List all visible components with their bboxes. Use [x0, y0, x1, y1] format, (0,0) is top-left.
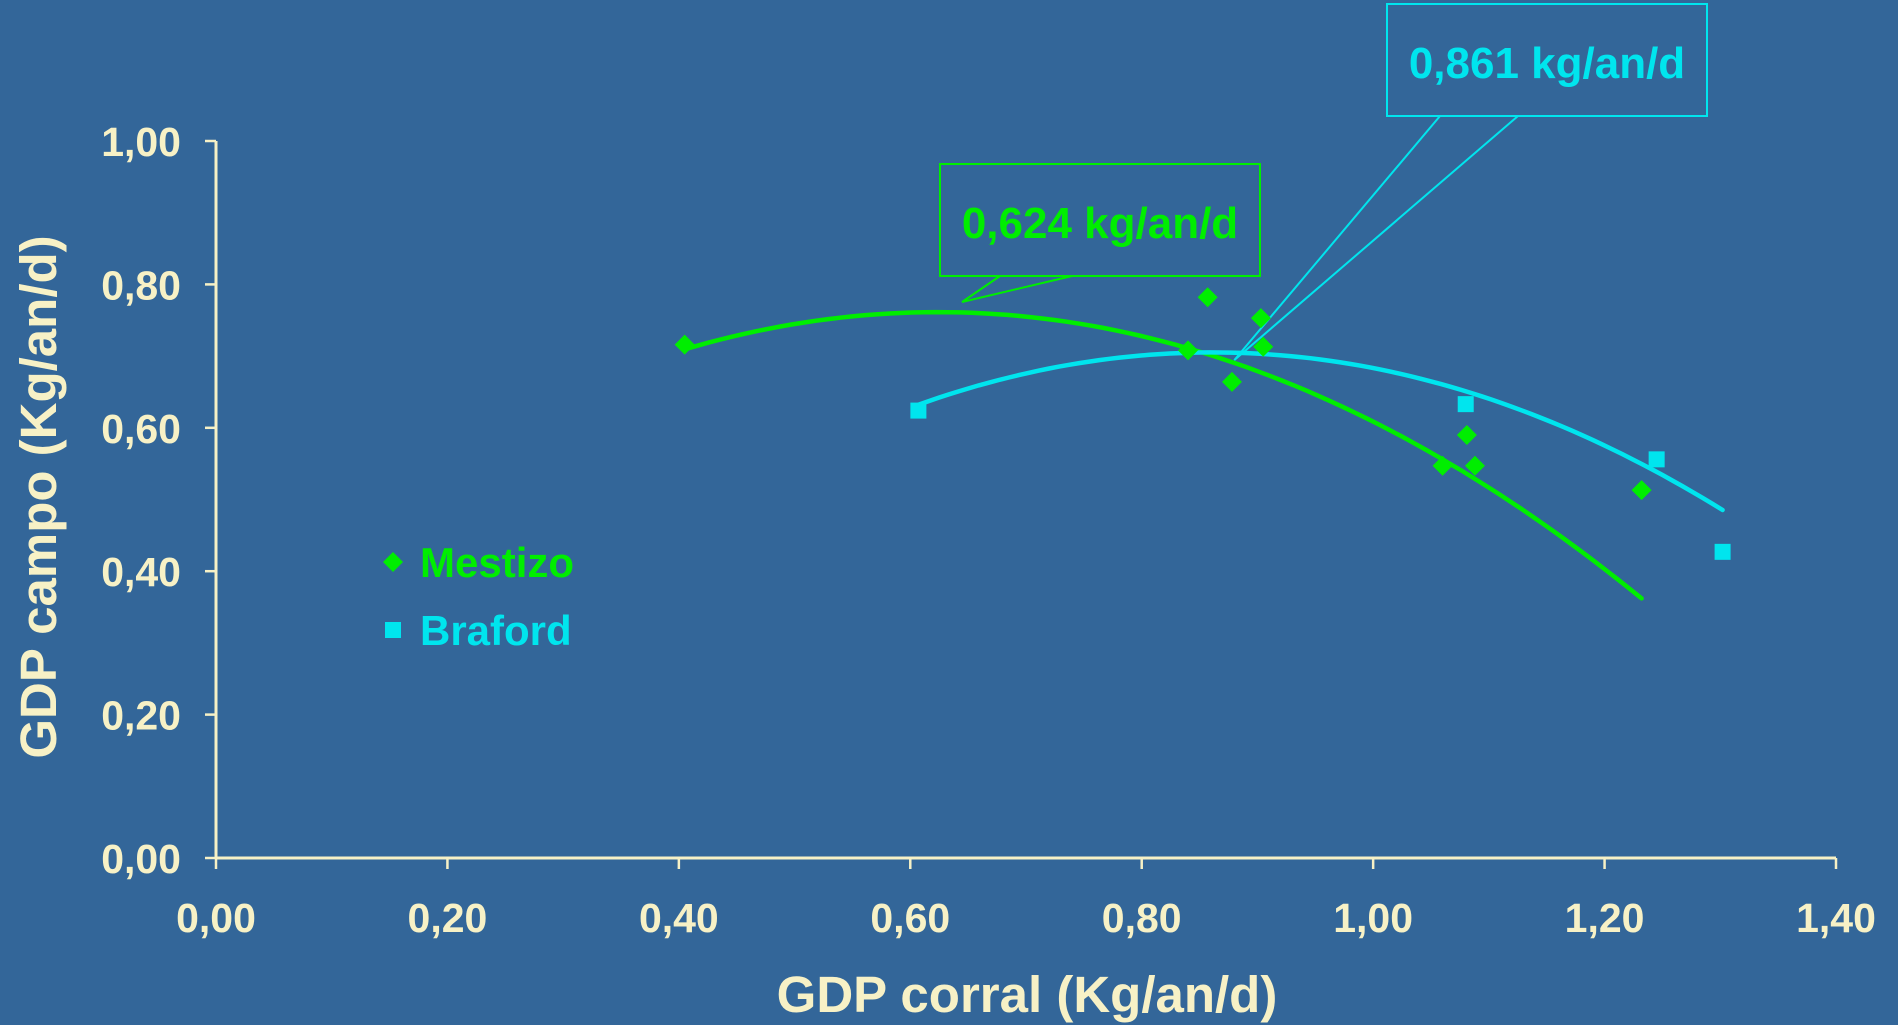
point-mestizo: [674, 334, 695, 355]
point-mestizo: [1464, 455, 1485, 476]
point-mestizo: [1250, 308, 1271, 329]
point-mestizo: [1631, 480, 1652, 501]
point-mestizo: [1221, 371, 1242, 392]
x-tick-label: 1,00: [1333, 895, 1413, 941]
trendline-mestizo: [682, 309, 1644, 601]
y-tick-label: 1,00: [101, 119, 181, 165]
point-mestizo: [1456, 424, 1477, 445]
callout-label: 0,624 kg/an/d: [962, 199, 1238, 248]
x-tick-label: 0,40: [639, 895, 719, 941]
x-tick-label: 0,00: [176, 895, 256, 941]
legend-marker-braford: [385, 622, 401, 638]
x-axis-title: GDP corral (Kg/an/d): [777, 966, 1278, 1023]
axes: 0,00 0,20 0,40 0,60 0,80 1,00 1,20 1,40 0,00 0,20…: [10, 119, 1876, 1023]
trend-lines: [682, 309, 1725, 601]
trendline-braford: [916, 350, 1725, 513]
y-tick-label: 0,40: [101, 549, 181, 595]
callouts: 0,624 kg/an/d 0,861 kg/an/d: [939, 3, 1708, 361]
point-mestizo: [1197, 287, 1218, 308]
y-tick-label: 0,20: [101, 693, 181, 739]
callout-pointer: [1233, 115, 1519, 361]
y-tick-label: 0,00: [101, 836, 181, 882]
x-tick-label: 1,20: [1565, 895, 1645, 941]
legend-marker-mestizo: [383, 552, 403, 572]
y-tick-label: 0,60: [101, 406, 181, 452]
callout-label: 0,861 kg/an/d: [1409, 39, 1685, 88]
point-braford: [1648, 451, 1665, 468]
callout-box: [939, 163, 1261, 277]
point-mestizo: [1178, 340, 1198, 361]
x-tick-label: 1,40: [1796, 895, 1876, 941]
point-mestizo: [1253, 336, 1274, 357]
point-braford: [910, 402, 927, 419]
x-tick-label: 0,60: [870, 895, 950, 941]
x-tick-label: 0,80: [1102, 895, 1182, 941]
legend: Mestizo Braford: [383, 539, 574, 654]
callout-box: [1386, 3, 1708, 117]
callout-pointer: [961, 275, 1073, 303]
point-braford: [1457, 396, 1474, 413]
data-points: [674, 287, 1731, 560]
legend-label-mestizo: Mestizo: [420, 539, 574, 586]
legend-label-braford: Braford: [420, 607, 572, 654]
point-mestizo: [1432, 455, 1453, 476]
point-braford: [1714, 543, 1731, 560]
x-tick-label: 0,20: [408, 895, 488, 941]
y-tick-label: 0,80: [101, 262, 181, 308]
y-axis-title: GDP campo (Kg/an/d): [10, 235, 67, 758]
